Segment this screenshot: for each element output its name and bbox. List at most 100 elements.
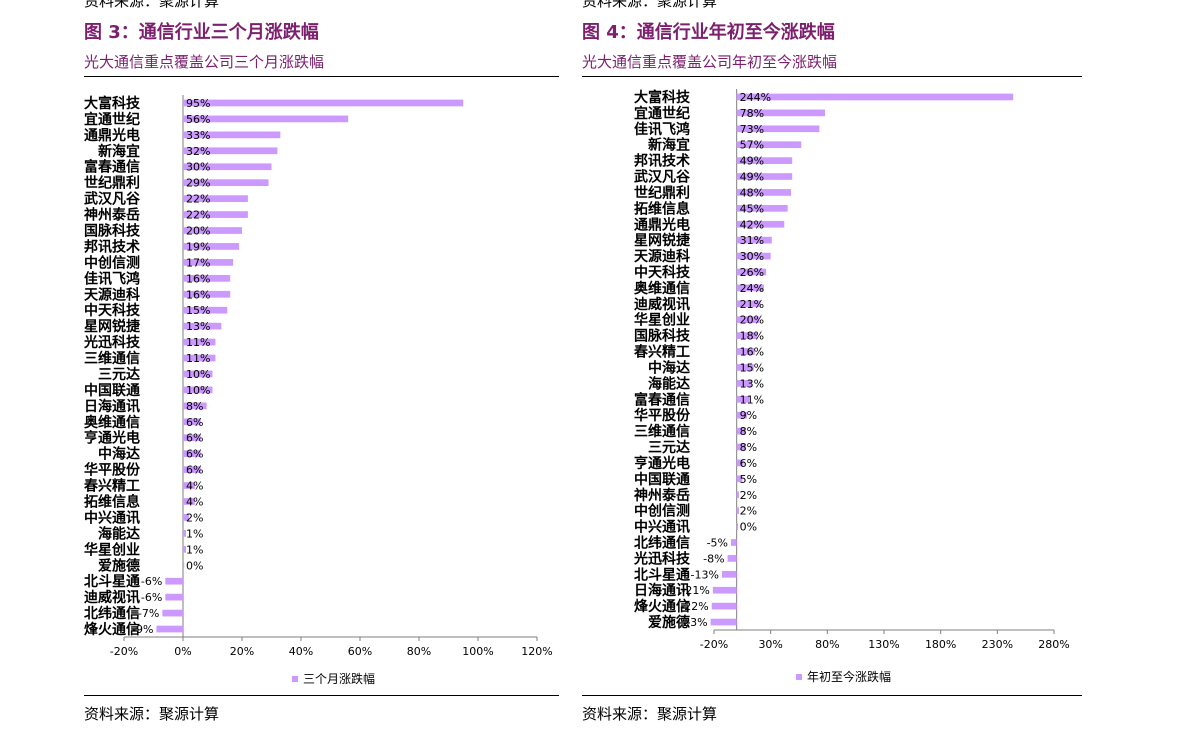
category-label: 中海达 — [648, 359, 690, 376]
data-label: 56% — [186, 113, 210, 126]
left-figure-panel: 资料来源：聚源计算 图 3：通信行业三个月涨跌幅 光大通信重点覆盖公司三个月涨跌… — [83, 0, 559, 742]
data-label: 11% — [740, 393, 764, 406]
bar — [183, 274, 231, 282]
data-label: 42% — [740, 218, 764, 231]
bar — [183, 211, 248, 218]
x-tick-label: 20% — [230, 645, 254, 658]
data-label: 95% — [186, 97, 210, 110]
category-label: 日海通讯 — [84, 398, 140, 415]
bar — [736, 93, 1014, 101]
bar — [736, 284, 764, 292]
category-label: 宜通世纪 — [84, 111, 140, 128]
bar — [736, 332, 758, 339]
category-label: 武汉凡谷 — [634, 169, 691, 186]
data-label: 8% — [740, 425, 757, 438]
data-label: 24% — [740, 282, 764, 295]
category-label: 神州泰岳 — [634, 487, 690, 504]
x-tick-label: 80% — [407, 645, 431, 658]
bar — [183, 466, 201, 473]
category-label: 烽火通信 — [634, 598, 690, 615]
category-label: 光迅科技 — [633, 550, 691, 567]
category-label: 华星创业 — [84, 541, 140, 558]
legend-label: 三个月涨跌幅 — [303, 671, 375, 686]
category-label: 日海通讯 — [634, 582, 690, 599]
data-label: -8% — [703, 552, 724, 565]
category-label: 天源迪科 — [84, 286, 140, 303]
data-label: 31% — [740, 234, 764, 247]
category-label: 三元达 — [648, 439, 690, 456]
data-label: 10% — [186, 384, 210, 397]
bar — [736, 268, 767, 276]
bar — [183, 402, 207, 410]
x-tick-label: 40% — [289, 645, 313, 658]
category-label: 北纬通信 — [84, 605, 140, 622]
three-month-change-chart: -20% 0% 20% 40% 60% 80% 100% 120% 95% 大富科技 56% 宜通世纪… — [83, 95, 553, 686]
bar — [183, 195, 248, 202]
bar — [183, 561, 185, 569]
x-tick-label: -20% — [110, 645, 138, 658]
x-tick-label: 280% — [1038, 638, 1069, 651]
category-label: 宜通世纪 — [634, 105, 690, 122]
category-label: 三维通信 — [84, 350, 140, 367]
bar — [736, 125, 820, 133]
category-label: 华平股份 — [84, 462, 141, 479]
category-label: 北斗星通 — [634, 567, 690, 583]
data-label: -5% — [707, 536, 728, 549]
x-tick-label: 130% — [868, 638, 899, 651]
data-label: -6% — [141, 591, 162, 604]
category-label: 光迅科技 — [83, 334, 141, 351]
category-label: 世纪鼎利 — [634, 184, 690, 201]
bar — [727, 555, 737, 562]
data-label: 48% — [740, 186, 764, 199]
bar — [736, 491, 739, 499]
data-label: 13% — [740, 377, 764, 390]
x-tick-label: 230% — [982, 638, 1013, 651]
figure-subtitle: 光大通信重点覆盖公司三个月涨跌幅 — [84, 53, 325, 71]
bar — [183, 243, 240, 250]
bar — [736, 236, 772, 244]
category-label: 邦讯技术 — [634, 153, 690, 170]
data-label: 2% — [740, 489, 757, 502]
data-label: 30% — [186, 161, 210, 174]
data-label: 57% — [740, 139, 764, 152]
category-label: 烽火通信 — [84, 621, 140, 638]
bar — [736, 380, 752, 387]
bar — [710, 618, 737, 626]
data-label: 6% — [186, 448, 203, 461]
data-label: 21% — [740, 298, 764, 311]
category-label: 亨通光电 — [84, 430, 140, 447]
bar — [736, 204, 788, 212]
bar — [165, 577, 183, 585]
category-label: 三维通信 — [634, 423, 690, 440]
x-tick-label: 120% — [521, 645, 552, 658]
bar — [736, 300, 761, 308]
category-label: 星网锐捷 — [84, 318, 141, 335]
data-label: -7% — [138, 607, 159, 620]
bar — [183, 338, 216, 346]
bar — [183, 450, 201, 458]
data-label: 15% — [186, 304, 210, 317]
top-source-note: 资料来源：聚源计算 — [84, 0, 220, 10]
bar — [721, 570, 737, 578]
category-label: 奥维通信 — [84, 414, 140, 431]
category-label: 新海宜 — [98, 143, 140, 160]
data-label: 6% — [740, 457, 757, 470]
bar — [183, 306, 228, 314]
data-label: 9% — [740, 409, 757, 422]
bar — [183, 131, 281, 139]
bar — [736, 173, 793, 180]
top-rule — [582, 76, 1082, 77]
bar — [736, 157, 793, 164]
bar — [183, 163, 272, 171]
x-tick-label: 30% — [758, 638, 782, 651]
data-label: 0% — [186, 559, 203, 572]
figure-subtitle: 光大通信重点覆盖公司年初至今涨跌幅 — [582, 53, 838, 71]
bar — [736, 348, 755, 355]
category-label: 星网锐捷 — [634, 232, 691, 249]
bar — [736, 189, 792, 196]
legend-swatch — [292, 676, 298, 682]
data-label: 6% — [186, 432, 203, 445]
data-label: 1% — [186, 527, 203, 540]
bar — [736, 459, 744, 467]
data-label: 5% — [740, 473, 757, 486]
